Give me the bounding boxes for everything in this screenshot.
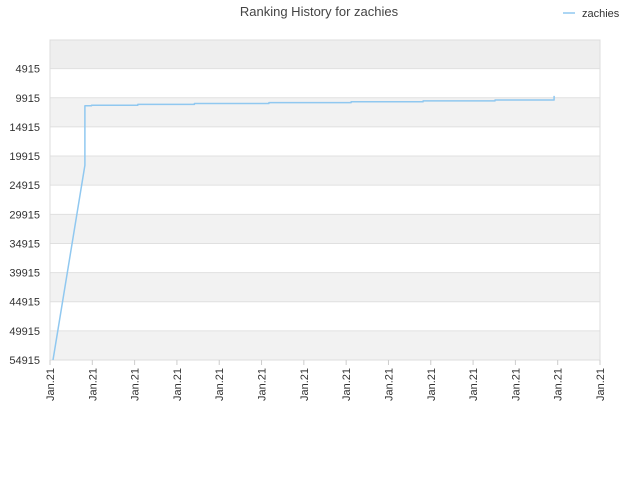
x-tick-label: Jan.21 — [383, 368, 395, 401]
x-axis-ticks: Jan.21 Jan.21 Jan.21 Jan.21 Jan.21 Jan.21 Jan.… — [45, 360, 607, 401]
y-axis-ticks: 4915 9915 14915 19915 24915 29915 34915 39915 44… — [9, 64, 40, 367]
y-tick-label: 24915 — [9, 180, 40, 192]
x-tick-label: Jan.21 — [468, 368, 480, 401]
y-tick-label: 39915 — [9, 268, 40, 280]
y-tick-label: 54915 — [9, 355, 40, 367]
plot-band — [50, 330, 600, 360]
legend[interactable]: zachies — [563, 8, 620, 20]
legend-label-zachies: zachies — [582, 8, 620, 20]
x-tick-label: Jan.21 — [553, 368, 565, 401]
plot-band — [50, 156, 600, 186]
y-tick-label: 4915 — [16, 64, 40, 76]
plot-band — [50, 214, 600, 244]
x-tick-label: Jan.21 — [130, 368, 142, 401]
plot-band — [50, 126, 600, 157]
x-tick-label: Jan.21 — [341, 368, 353, 401]
chart-title: Ranking History for zachies — [240, 4, 399, 19]
y-tick-label: 19915 — [9, 151, 40, 163]
plot-band — [50, 272, 600, 302]
x-tick-label: Jan.21 — [595, 368, 607, 401]
plot-area-border — [49, 39, 601, 361]
plot-band — [50, 301, 600, 331]
plot-band — [50, 68, 600, 98]
y-tick-label: 34915 — [9, 238, 40, 250]
y-tick-label: 29915 — [9, 209, 40, 221]
x-tick-label: Jan.21 — [172, 368, 184, 401]
plot-bands — [50, 40, 600, 360]
y-tick-label: 49915 — [9, 326, 40, 338]
plot-band — [50, 243, 600, 273]
x-tick-label: Jan.21 — [45, 368, 57, 401]
plot-band — [50, 185, 600, 215]
y-tick-label: 14915 — [9, 122, 40, 134]
series-layer — [52, 95, 555, 361]
y-tick-label: 9915 — [16, 93, 40, 105]
y-tick-label: 44915 — [9, 297, 40, 309]
x-tick-label: Jan.21 — [510, 368, 522, 401]
x-tick-label: Jan.21 — [214, 368, 226, 401]
x-tick-label: Jan.21 — [87, 368, 99, 401]
plot-band — [50, 40, 600, 69]
x-tick-label: Jan.21 — [257, 368, 269, 401]
x-tick-label: Jan.21 — [426, 368, 438, 401]
series-line-zachies — [52, 95, 555, 361]
x-tick-label: Jan.21 — [299, 368, 311, 401]
